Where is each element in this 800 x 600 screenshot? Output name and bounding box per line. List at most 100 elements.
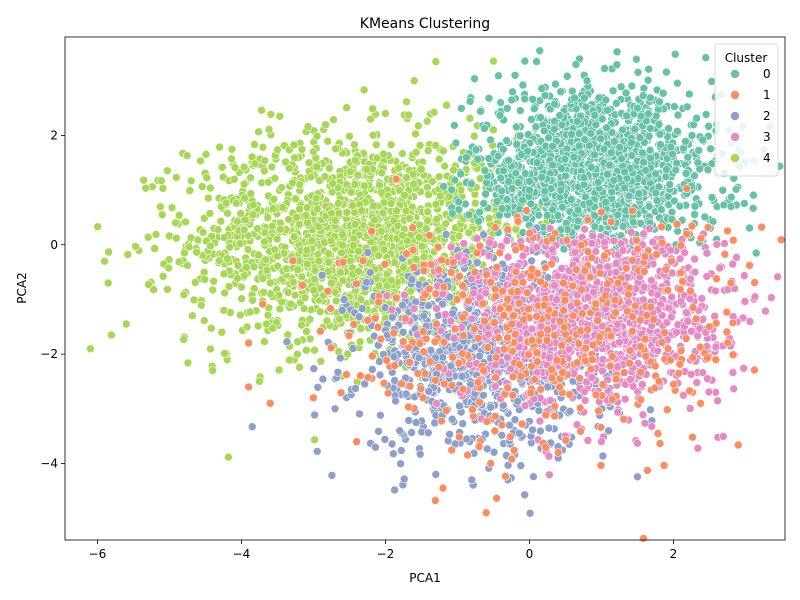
- data-point: [511, 168, 521, 178]
- data-point: [297, 145, 307, 154]
- data-point: [380, 435, 390, 444]
- data-point: [172, 233, 181, 243]
- data-point: [233, 274, 242, 283]
- data-point: [369, 244, 379, 254]
- data-point: [529, 472, 538, 481]
- data-point: [596, 134, 605, 144]
- data-point: [472, 258, 482, 268]
- data-point: [586, 163, 596, 172]
- data-point: [237, 294, 246, 304]
- data-point: [350, 140, 359, 149]
- data-point: [603, 169, 612, 179]
- data-point: [548, 142, 557, 151]
- data-point: [613, 210, 623, 220]
- data-point: [246, 173, 255, 183]
- data-point: [262, 265, 272, 275]
- data-point: [692, 113, 701, 123]
- data-point: [390, 258, 399, 267]
- data-point: [626, 227, 636, 237]
- data-point: [224, 452, 233, 462]
- data-point: [328, 179, 338, 188]
- data-point: [525, 185, 534, 195]
- data-point: [620, 183, 629, 193]
- data-point: [324, 258, 334, 267]
- data-point: [399, 263, 408, 272]
- data-point: [497, 430, 507, 440]
- data-point: [239, 225, 249, 235]
- data-point: [86, 344, 95, 354]
- data-point: [255, 377, 264, 386]
- data-point: [687, 131, 697, 140]
- data-point: [447, 185, 457, 194]
- data-point: [685, 294, 695, 303]
- data-point: [413, 121, 423, 131]
- data-point: [639, 84, 649, 93]
- data-point: [423, 146, 433, 155]
- data-point: [293, 349, 302, 359]
- data-point: [348, 201, 357, 210]
- data-point: [569, 152, 579, 162]
- data-point: [462, 434, 471, 444]
- data-point: [638, 148, 647, 158]
- data-point: [646, 405, 655, 415]
- data-point: [556, 186, 566, 195]
- data-point: [306, 172, 316, 182]
- data-point: [379, 149, 388, 159]
- data-point: [365, 268, 375, 277]
- data-point: [233, 216, 242, 226]
- data-point: [612, 60, 622, 69]
- data-point: [382, 291, 392, 301]
- data-point: [454, 197, 464, 207]
- data-point: [398, 300, 407, 310]
- data-point: [731, 185, 741, 194]
- data-point: [235, 239, 245, 248]
- data-point: [368, 104, 378, 114]
- data-point: [404, 416, 414, 425]
- data-point: [445, 429, 454, 439]
- data-point: [362, 277, 371, 287]
- data-point: [396, 459, 405, 469]
- data-point: [636, 111, 646, 121]
- data-point: [665, 180, 675, 189]
- data-point: [157, 176, 166, 185]
- data-point: [303, 218, 312, 227]
- data-point: [149, 285, 158, 295]
- data-point: [239, 162, 249, 172]
- data-point: [295, 204, 304, 214]
- data-point: [531, 122, 541, 131]
- data-point: [233, 261, 243, 270]
- data-point: [386, 199, 396, 208]
- data-point: [245, 307, 255, 317]
- data-point: [277, 183, 286, 192]
- data-point: [409, 179, 418, 189]
- data-point: [354, 312, 364, 322]
- data-point: [167, 203, 177, 212]
- data-point: [615, 337, 624, 347]
- data-point: [516, 461, 526, 470]
- data-point: [682, 102, 692, 112]
- data-point: [581, 102, 591, 112]
- data-point: [607, 187, 617, 197]
- data-point: [464, 210, 474, 220]
- data-point: [707, 77, 716, 86]
- data-point: [267, 162, 277, 172]
- data-point: [597, 114, 607, 124]
- data-point: [523, 146, 532, 156]
- data-point: [656, 140, 665, 149]
- data-point: [144, 280, 153, 289]
- data-point: [648, 237, 658, 247]
- data-point: [305, 314, 315, 324]
- data-point: [315, 307, 325, 317]
- data-point: [636, 219, 646, 228]
- data-point: [655, 130, 665, 139]
- data-point: [462, 153, 471, 162]
- data-point: [223, 254, 232, 263]
- data-point: [311, 193, 321, 203]
- data-point: [675, 201, 685, 211]
- data-point: [389, 449, 398, 459]
- data-point: [606, 148, 616, 157]
- data-point: [336, 267, 345, 277]
- data-point: [481, 189, 490, 199]
- data-point: [342, 103, 351, 112]
- data-point: [612, 99, 621, 108]
